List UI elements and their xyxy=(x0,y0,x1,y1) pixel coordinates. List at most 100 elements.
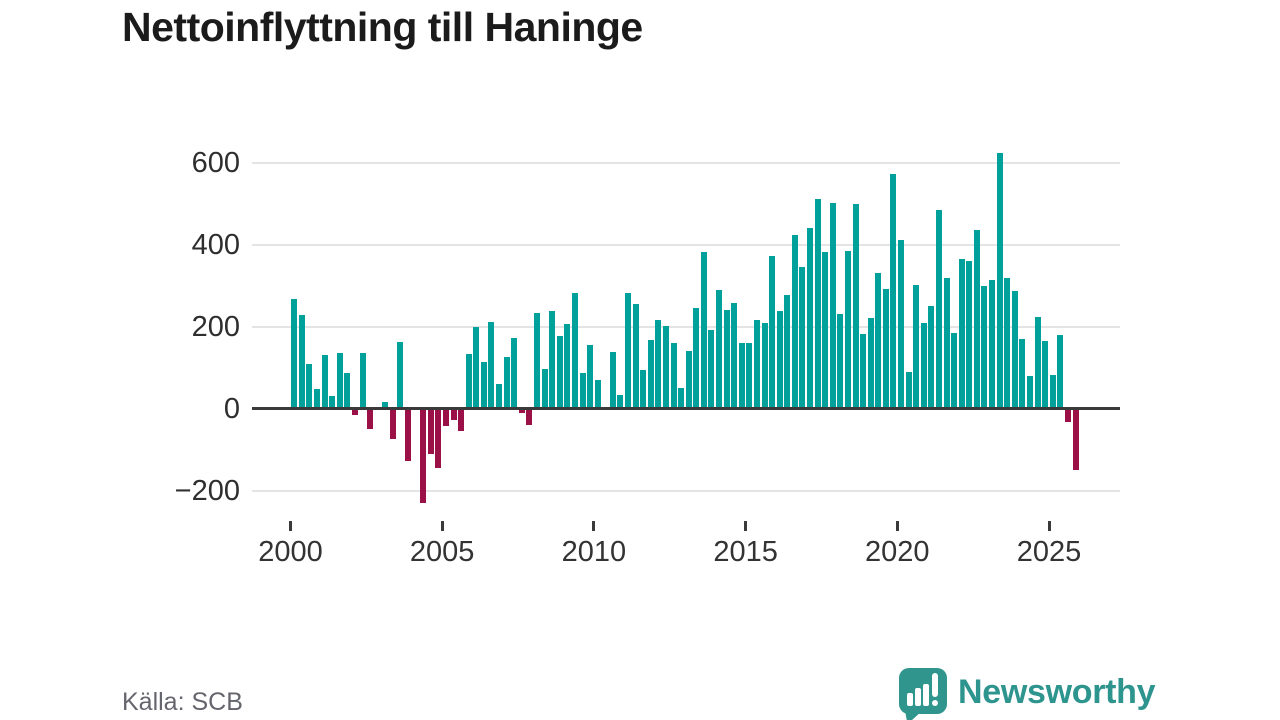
bar-2022q2 xyxy=(966,260,973,409)
bar-2020q1 xyxy=(898,240,905,409)
bar-2001q2 xyxy=(329,395,336,409)
x-axis-label-2010: 2010 xyxy=(561,536,627,568)
x-tick-2015 xyxy=(744,521,748,531)
logo-bar-icon xyxy=(915,688,921,706)
bar-2010q1 xyxy=(594,380,601,409)
bar-2012q1 xyxy=(655,319,662,409)
bar-2018q3 xyxy=(852,204,859,409)
bar-2007q3 xyxy=(518,408,525,414)
bar-2018q4 xyxy=(860,333,867,409)
x-tick-2020 xyxy=(895,521,899,531)
bar-2012q2 xyxy=(662,325,669,409)
bar-2005q1 xyxy=(442,408,449,427)
bar-2021q4 xyxy=(951,333,958,409)
bar-2000q1 xyxy=(291,299,298,409)
x-axis-label-2000: 2000 xyxy=(258,536,323,568)
bar-2022q1 xyxy=(958,259,965,409)
bar-2009q2 xyxy=(571,293,578,409)
logo-exclamation-icon xyxy=(932,673,938,697)
bar-2020q2 xyxy=(905,371,912,409)
bar-2005q3 xyxy=(458,408,465,431)
bar-2010q3 xyxy=(609,351,616,409)
bar-2023q4 xyxy=(1011,291,1018,409)
bar-2009q1 xyxy=(564,323,571,409)
bar-2007q4 xyxy=(526,408,533,425)
bar-2004q2 xyxy=(420,408,427,503)
bar-2011q4 xyxy=(647,340,654,409)
bar-2019q4 xyxy=(890,174,897,409)
bar-2006q2 xyxy=(480,362,487,409)
page-title: Nettoinflyttning till Haninge xyxy=(122,4,643,50)
bar-2025q1 xyxy=(1049,374,1056,409)
bar-2006q4 xyxy=(496,383,503,409)
bar-2016q1 xyxy=(776,310,783,409)
y-axis-label-600: 600 xyxy=(191,146,240,179)
bar-2003q4 xyxy=(405,408,412,461)
bar-2011q1 xyxy=(625,292,632,409)
bar-2024q1 xyxy=(1019,338,1026,409)
bar-2006q1 xyxy=(473,326,480,409)
bar-2017q1 xyxy=(807,228,814,409)
bar-2014q2 xyxy=(723,309,730,409)
x-axis-label-2005: 2005 xyxy=(409,536,475,568)
bar-2015q4 xyxy=(769,256,776,409)
x-tick-2000 xyxy=(289,521,292,531)
bar-2000q3 xyxy=(306,363,313,409)
x-axis-label-2025: 2025 xyxy=(1016,536,1082,568)
bar-2021q1 xyxy=(928,306,935,409)
bar-2009q3 xyxy=(579,372,586,409)
bar-2000q2 xyxy=(298,314,305,409)
bar-2023q3 xyxy=(1004,277,1011,409)
bar-2003q2 xyxy=(389,408,396,440)
bar-2014q3 xyxy=(731,303,738,409)
bar-2019q3 xyxy=(882,288,889,409)
bar-2025q3 xyxy=(1064,408,1071,422)
bar-2011q3 xyxy=(640,370,647,409)
bar-2014q1 xyxy=(716,289,723,409)
bar-2020q4 xyxy=(920,323,927,409)
bar-2005q4 xyxy=(465,354,472,409)
bar-2015q3 xyxy=(761,323,768,409)
bar-2002q2 xyxy=(359,352,366,409)
bar-2017q4 xyxy=(829,202,836,409)
bar-2013q3 xyxy=(700,251,707,409)
bar-2020q3 xyxy=(913,285,920,409)
bar-2003q1 xyxy=(382,402,389,409)
logo-speech-tail-icon xyxy=(905,711,922,720)
gridline--200 xyxy=(252,489,1120,492)
bar-2018q2 xyxy=(844,251,851,409)
y-axis-label--200: −200 xyxy=(174,474,240,507)
bar-2003q3 xyxy=(397,341,404,409)
bar-2008q1 xyxy=(534,313,541,409)
logo-bar-icon xyxy=(907,693,913,706)
bar-2008q3 xyxy=(549,310,556,409)
bar-2023q2 xyxy=(996,153,1003,409)
x-axis-label-2020: 2020 xyxy=(865,536,930,568)
bar-2014q4 xyxy=(738,343,745,409)
newsworthy-badge-icon xyxy=(899,668,947,714)
bar-2013q1 xyxy=(685,350,692,409)
bar-2002q3 xyxy=(367,408,374,429)
y-axis-label-400: 400 xyxy=(191,228,240,261)
bar-2012q4 xyxy=(678,388,685,409)
bar-2015q1 xyxy=(746,342,753,409)
bar-2001q1 xyxy=(321,354,328,409)
gridline-600 xyxy=(252,161,1120,164)
bar-2007q1 xyxy=(503,356,510,409)
newsworthy-logo-text: Newsworthy xyxy=(958,673,1156,711)
bar-2010q4 xyxy=(617,394,624,409)
zero-axis-line xyxy=(252,407,1120,410)
bar-2021q3 xyxy=(943,277,950,409)
bar-2005q2 xyxy=(450,408,457,420)
bar-2007q2 xyxy=(511,338,518,409)
bar-2024q3 xyxy=(1034,316,1041,409)
bar-2012q3 xyxy=(670,343,677,409)
bar-2016q2 xyxy=(784,294,791,409)
x-tick-2025 xyxy=(1047,521,1051,531)
bar-2006q3 xyxy=(488,322,495,409)
bar-2025q4 xyxy=(1072,408,1079,471)
bar-2022q3 xyxy=(973,230,980,409)
bar-2023q1 xyxy=(989,279,996,409)
bar-2018q1 xyxy=(837,314,844,409)
